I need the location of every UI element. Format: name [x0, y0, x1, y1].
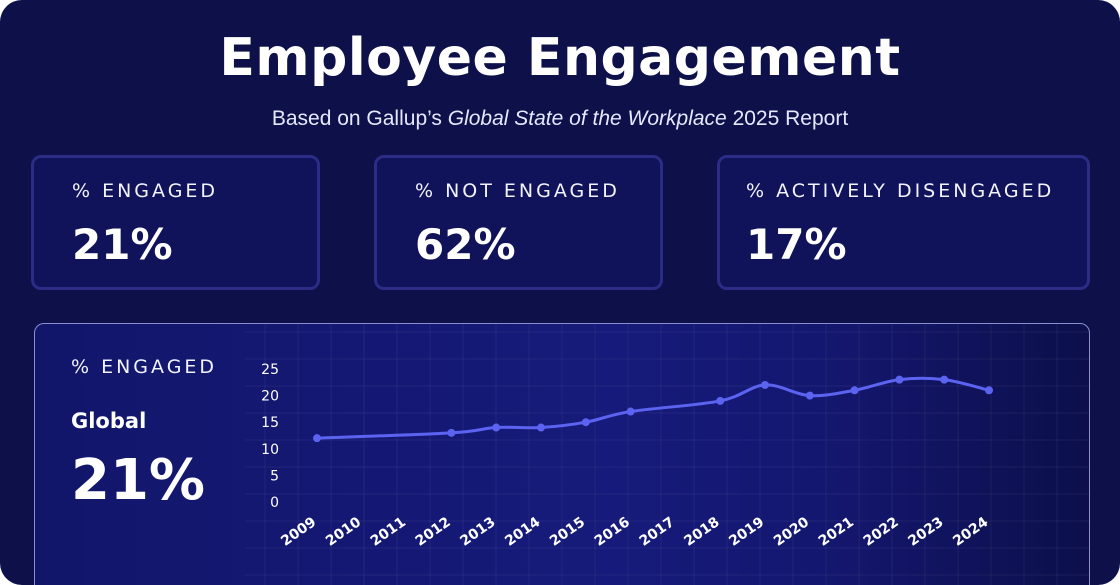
- stat-card-actively-disengaged: % ACTIVELY DISENGAGED 17%: [717, 155, 1090, 290]
- x-tick-label: 2018: [681, 514, 722, 549]
- y-tick-label: 0: [270, 495, 279, 511]
- data-point: [985, 386, 993, 395]
- data-point: [492, 423, 501, 432]
- panel-value: 21%: [71, 448, 206, 513]
- x-tick-label: 2020: [771, 514, 812, 550]
- panel-region: Global: [71, 409, 147, 433]
- y-tick-label: 25: [261, 362, 279, 378]
- data-point: [940, 375, 949, 384]
- data-point: [537, 423, 545, 432]
- x-tick-label: 2011: [368, 514, 409, 549]
- stat-card-not-engaged: % NOT ENGAGED 62%: [374, 155, 663, 290]
- x-tick-label: 2015: [547, 514, 588, 549]
- x-tick-label: 2023: [905, 514, 946, 549]
- data-point: [447, 428, 456, 437]
- x-tick-label: 2019: [726, 514, 767, 549]
- subtitle-suffix: 2025 Report: [726, 107, 849, 130]
- chart-panel: % ENGAGED Global 21% 0 5 10 15 20 25 2009 2010 2…: [34, 323, 1090, 585]
- page-title: Employee Engagement: [219, 28, 901, 88]
- x-tick-label: 2017: [637, 514, 678, 549]
- data-point: [850, 386, 859, 395]
- page-subtitle: Based on Gallup’s Global State of the Wo…: [0, 107, 1120, 131]
- x-tick-label: 2022: [861, 514, 902, 549]
- x-tick-label: 2013: [457, 514, 498, 549]
- stat-card-engaged: % ENGAGED 21%: [31, 155, 320, 290]
- x-tick-label: 2014: [502, 514, 543, 550]
- stat-value: 17%: [746, 220, 847, 269]
- data-point: [761, 380, 769, 389]
- data-point: [805, 391, 814, 400]
- panel-label: % ENGAGED: [71, 356, 218, 378]
- stat-value: 21%: [72, 220, 173, 269]
- y-tick-label: 20: [261, 389, 279, 405]
- stat-value: 62%: [415, 220, 516, 269]
- x-tick-label: 2009: [278, 514, 319, 549]
- y-tick-label: 15: [261, 415, 279, 431]
- data-point: [895, 375, 904, 384]
- x-tick-label: 2016: [592, 514, 633, 549]
- data-point: [626, 407, 635, 416]
- data-point: [716, 396, 725, 405]
- x-tick-label: 2012: [413, 514, 454, 549]
- subtitle-report-name: Global State of the Workplace: [447, 107, 727, 130]
- stat-label: % ENGAGED: [72, 180, 219, 202]
- subtitle-prefix: Based on Gallup’s: [271, 107, 448, 130]
- stat-label: % NOT ENGAGED: [415, 180, 620, 202]
- x-tick-label: 2021: [816, 514, 857, 549]
- x-tick-label: 2024: [950, 514, 991, 550]
- y-tick-label: 10: [261, 442, 279, 458]
- series-line: [315, 376, 991, 440]
- y-tick-label: 5: [270, 468, 279, 484]
- data-point: [313, 434, 321, 443]
- data-point: [581, 418, 590, 427]
- stat-label: % ACTIVELY DISENGAGED: [746, 180, 1055, 202]
- x-tick-label: 2010: [323, 514, 364, 550]
